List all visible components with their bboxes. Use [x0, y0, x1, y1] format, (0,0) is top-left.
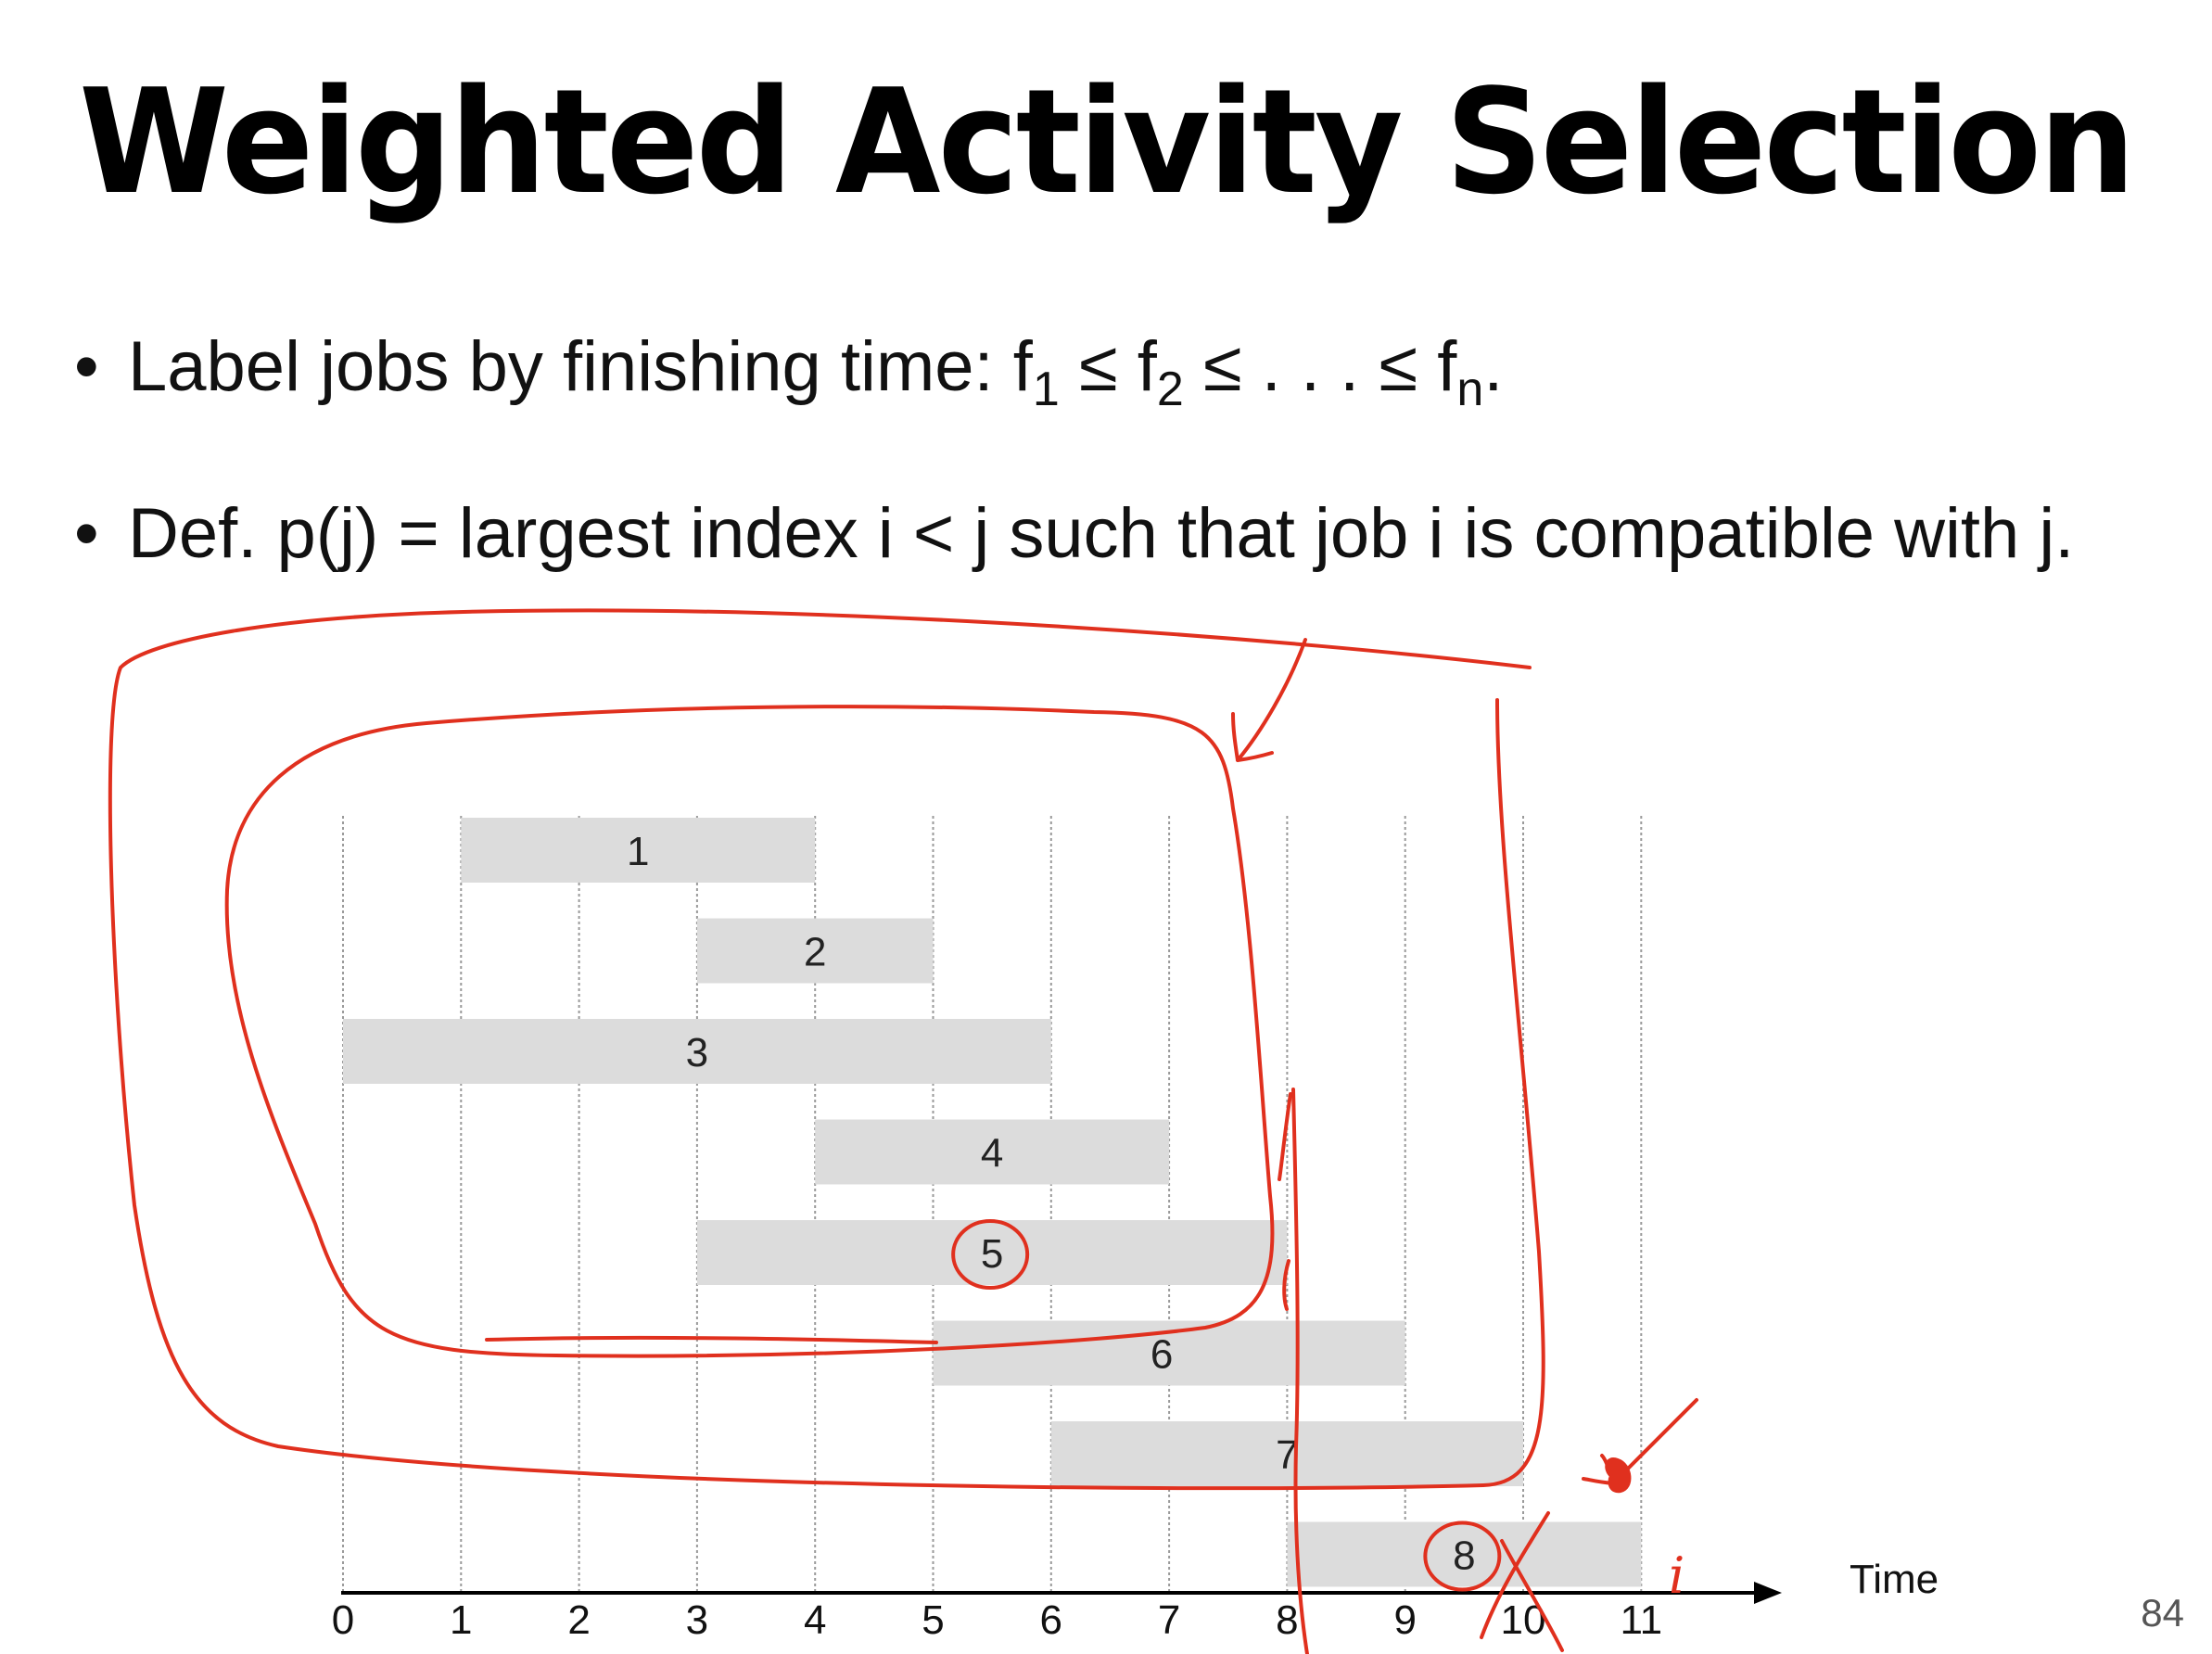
subscript-1: 1 [1032, 363, 1060, 417]
job-bar [461, 818, 816, 883]
page-number: 84 [2141, 1591, 2184, 1635]
slide-title: Weighted Activity Selection [79, 57, 2135, 226]
inner-loop-tail [485, 1335, 938, 1344]
bullet-text-le1: ≤ f [1059, 327, 1157, 406]
time-axis: Time [341, 1557, 1939, 1604]
subscript-n: n [1456, 363, 1484, 417]
subscript-2: 2 [1156, 363, 1184, 417]
bullet-dot: • [74, 327, 99, 406]
job-bar [696, 918, 934, 984]
handwritten-annotations: i [108, 608, 1698, 1654]
tick-label: 2 [567, 1597, 590, 1643]
job-label: 6 [1150, 1332, 1173, 1378]
job-bar [1287, 1521, 1642, 1587]
circled-job-annotations [951, 1219, 1502, 1592]
tick-label: 11 [1620, 1597, 1662, 1643]
bullet-text-end: . [1483, 327, 1504, 406]
job-label: 4 [981, 1131, 1003, 1177]
bullet-dot: • [74, 494, 99, 573]
vertical-divider-scribble [1278, 1092, 1292, 1311]
job-label: 8 [1453, 1533, 1475, 1579]
job-bar [1050, 1421, 1523, 1486]
vertical-divider-annotation [1291, 1088, 1309, 1654]
job-label: 5 [981, 1231, 1003, 1277]
time-tick-labels: 0 1 2 3 4 5 6 7 8 9 10 11 [332, 1597, 1662, 1643]
bullet-text: Label jobs by finishing time: f1 ≤ f2 ≤ … [128, 323, 1503, 434]
bullet-text: Def. p(j) = largest index i < j such tha… [128, 494, 2075, 573]
job-label: 2 [804, 930, 826, 975]
tick-label: 8 [1276, 1597, 1298, 1643]
bullet-text-le2: ≤ . . . ≤ f [1183, 327, 1457, 406]
job-label: 1 [627, 829, 649, 874]
tick-label: 3 [686, 1597, 708, 1643]
circled-job-annotation [1423, 1520, 1502, 1592]
job-bar [343, 1019, 1051, 1084]
time-axis-arrowhead [1754, 1582, 1782, 1604]
tick-label: 0 [332, 1597, 354, 1643]
tick-label: 9 [1393, 1597, 1416, 1643]
handwritten-i-label: i [1669, 1546, 1684, 1605]
tick-label: 1 [450, 1597, 472, 1643]
job-label: 3 [686, 1030, 708, 1075]
job-bar [815, 1119, 1170, 1185]
tick-label: 4 [804, 1597, 826, 1643]
outer-loop-annotation [108, 608, 1545, 1491]
time-axis-label: Time [1850, 1557, 1939, 1602]
bullet-text-main: Label jobs by finishing time: f [128, 327, 1033, 406]
tick-label: 7 [1158, 1597, 1180, 1643]
pointer-arrow-annotation [1231, 638, 1307, 762]
inner-loop-annotation [224, 705, 1275, 1358]
tick-label: 5 [922, 1597, 944, 1643]
cross-out-annotation [1480, 1511, 1564, 1652]
arrowhead-blob-annotation [1605, 1457, 1632, 1494]
job-bar [696, 1220, 1288, 1285]
arrow-to-job-8-annotation [1582, 1398, 1698, 1485]
circled-job-annotation [951, 1219, 1030, 1290]
tick-label: 6 [1040, 1597, 1062, 1643]
